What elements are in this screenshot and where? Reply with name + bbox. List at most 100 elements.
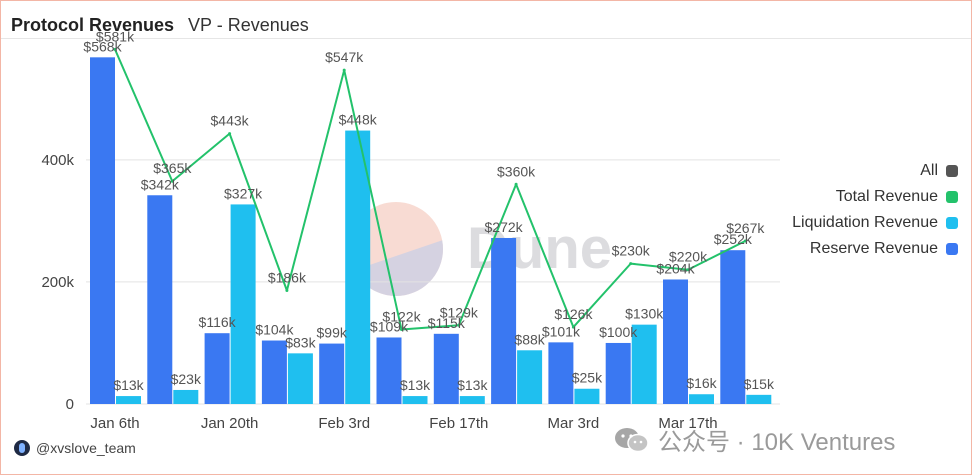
bar-liquidation-revenue[interactable] — [345, 130, 371, 404]
bar-reserve-revenue[interactable] — [204, 333, 230, 404]
point-total-revenue[interactable] — [457, 323, 461, 327]
legend-swatch — [946, 243, 958, 255]
point-total-revenue[interactable] — [514, 182, 518, 186]
data-label-liquidation: $16k — [686, 375, 717, 391]
bar-liquidation-revenue[interactable] — [116, 396, 141, 404]
data-label-total: $126k — [554, 306, 593, 322]
legend-item-all[interactable]: All — [780, 158, 958, 184]
data-label-reserve: $204k — [656, 260, 695, 276]
y-tick-label: 400k — [41, 152, 74, 169]
bar-reserve-revenue[interactable] — [491, 237, 517, 404]
point-total-revenue[interactable] — [342, 68, 346, 72]
point-total-revenue[interactable] — [571, 325, 575, 329]
data-label-total: $230k — [612, 243, 651, 259]
data-label-liquidation: $327k — [224, 185, 263, 201]
axis-layer: 0 200k 400k Jan 6th Jan 20th Feb 3rd Feb 17th M… — [41, 152, 717, 432]
point-total-revenue[interactable] — [400, 328, 403, 332]
bar-liquidation-revenue[interactable] — [746, 394, 772, 404]
legend-label: Reserve Revenue — [809, 240, 938, 257]
data-label-reserve: $342k — [141, 176, 180, 192]
bar-reserve-revenue[interactable] — [433, 333, 459, 404]
bar-liquidation-revenue[interactable] — [631, 324, 657, 404]
watermark-text: 公众号 · 10K Ventures — [658, 429, 896, 456]
bar-liquidation-revenue[interactable] — [459, 396, 485, 404]
data-label-liquidation: $15k — [744, 376, 775, 392]
point-total-revenue[interactable] — [113, 47, 117, 51]
bar-liquidation-revenue[interactable] — [230, 204, 256, 404]
legend-label: Liquidation Revenue — [792, 214, 938, 231]
point-total-revenue[interactable] — [629, 262, 633, 266]
bar-reserve-revenue[interactable] — [605, 342, 631, 404]
chart-subtitle: VP - Revenues — [188, 15, 309, 35]
data-label-liquidation: $13k — [457, 377, 488, 393]
data-label-reserve: $115k — [428, 315, 466, 331]
data-label-layer: $568k $13k $342k $23k $116k $327k $104k$83k$99… — [83, 28, 775, 393]
data-label-total: $186k — [268, 269, 307, 285]
legend-swatch — [946, 217, 958, 229]
data-label-liquidation: $88k — [514, 331, 545, 347]
author-credit[interactable]: @xvslove_team — [14, 440, 136, 456]
bar-reserve-revenue[interactable] — [720, 250, 746, 404]
data-label-total: $365k — [153, 160, 192, 176]
line-total-revenue[interactable] — [114, 48, 746, 331]
data-label-reserve: $100k — [599, 324, 638, 340]
x-tick-label: Feb 17th — [429, 415, 488, 432]
point-total-revenue[interactable] — [285, 288, 289, 292]
data-label-total: $581k — [96, 28, 135, 44]
data-label-reserve: $568k — [83, 38, 122, 54]
data-label-reserve: $116k — [199, 314, 237, 330]
bar-liquidation-revenue[interactable] — [287, 353, 313, 404]
bar-liquidation-revenue[interactable] — [689, 394, 714, 404]
legend-item-liquidation-revenue[interactable]: Liquidation Revenue — [780, 210, 958, 236]
user-avatar-icon — [14, 440, 30, 456]
data-label-liquidation: $25k — [572, 370, 603, 386]
data-label-liquidation: $130k — [625, 306, 664, 322]
x-tick-label: Mar 17th — [658, 415, 717, 432]
data-label-reserve: $252k — [714, 231, 753, 247]
y-tick-label: 200k — [41, 274, 74, 291]
revenue-chart: $568k $13k $342k $23k $116k $327k $104k$83k$99… — [41, 28, 780, 432]
bar-reserve-revenue[interactable] — [319, 343, 345, 404]
bar-liquidation-revenue[interactable] — [402, 396, 428, 404]
data-label-total: $220k — [669, 249, 708, 265]
data-label-reserve: $99k — [317, 325, 348, 341]
data-label-reserve: $101k — [542, 323, 581, 339]
data-label-total: $122k — [382, 309, 421, 325]
point-total-revenue[interactable] — [686, 268, 690, 272]
x-tick-label: Jan 6th — [90, 415, 139, 432]
data-label-total: $547k — [325, 49, 364, 65]
point-total-revenue[interactable] — [228, 132, 232, 136]
data-label-total: $129k — [440, 304, 479, 320]
bar-reserve-revenue[interactable] — [147, 195, 173, 404]
chart-title: Protocol Revenues — [11, 15, 175, 35]
data-label-total: $360k — [497, 163, 536, 179]
bar-liquidation-revenue[interactable] — [517, 350, 543, 404]
legend-item-reserve-revenue[interactable]: Reserve Revenue — [780, 236, 958, 262]
data-label-total: $443k — [211, 113, 250, 129]
bar-reserve-revenue[interactable] — [548, 342, 574, 404]
bar-liquidation-revenue[interactable] — [173, 389, 199, 404]
header-divider — [1, 38, 971, 39]
bar-reserve-revenue[interactable] — [261, 340, 287, 404]
legend-swatch — [946, 165, 958, 177]
chart-legend: All Total Revenue Liquidation Revenue Re… — [780, 158, 958, 262]
data-label-total: $267k — [726, 220, 765, 236]
data-label-reserve: $272k — [485, 219, 524, 235]
legend-label: Total Revenue — [835, 188, 938, 205]
point-total-revenue[interactable] — [743, 239, 747, 243]
point-total-revenue[interactable] — [170, 179, 174, 183]
x-tick-label: Feb 3rd — [318, 415, 370, 432]
bar-liquidation-revenue[interactable] — [574, 388, 600, 404]
bar-reserve-revenue[interactable] — [663, 279, 688, 404]
dune-logo-watermark: Dune — [349, 202, 612, 296]
legend-swatch — [946, 191, 958, 203]
wechat-icon — [615, 427, 649, 452]
data-label-liquidation: $23k — [171, 371, 202, 387]
bar-reserve-revenue[interactable] — [90, 57, 115, 405]
line-layer — [113, 47, 747, 332]
bar-layer — [90, 57, 772, 405]
legend-item-total-revenue[interactable]: Total Revenue — [780, 184, 958, 210]
data-label-liquidation: $13k — [400, 377, 431, 393]
bar-reserve-revenue[interactable] — [376, 337, 402, 404]
chart-header: Protocol Revenues VP - Revenues — [11, 15, 309, 39]
